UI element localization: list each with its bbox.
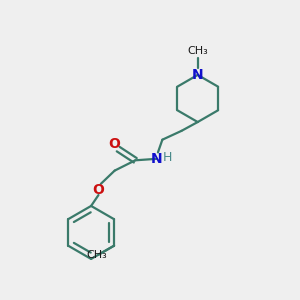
- Text: H: H: [163, 151, 172, 164]
- Text: O: O: [109, 137, 121, 151]
- Text: N: N: [192, 68, 203, 82]
- Text: CH₃: CH₃: [187, 46, 208, 56]
- Text: O: O: [92, 183, 104, 197]
- Text: N: N: [151, 152, 162, 166]
- Text: CH₃: CH₃: [86, 250, 107, 260]
